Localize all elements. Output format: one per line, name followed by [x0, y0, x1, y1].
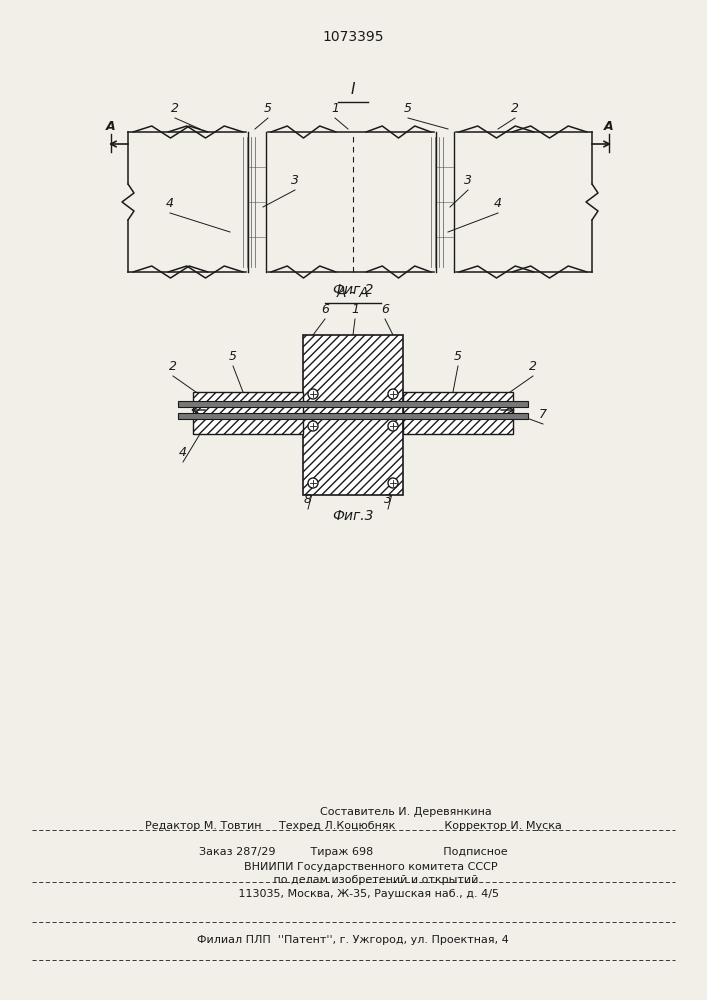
Bar: [178, 401, 528, 407]
Text: Фиг.2: Фиг.2: [332, 283, 374, 297]
Text: 2: 2: [511, 102, 519, 115]
Text: 1: 1: [351, 303, 359, 316]
Text: 1073395: 1073395: [322, 30, 384, 44]
Circle shape: [388, 389, 398, 399]
Text: 3: 3: [291, 174, 299, 187]
Text: Заказ 287/29          Тираж 698                    Подписное: Заказ 287/29 Тираж 698 Подписное: [199, 847, 508, 857]
Text: 5: 5: [229, 350, 237, 363]
Circle shape: [308, 421, 318, 431]
Text: 4: 4: [166, 197, 174, 210]
Text: 2: 2: [171, 102, 179, 115]
Text: 4: 4: [179, 446, 187, 459]
Circle shape: [308, 389, 318, 399]
Text: по делам изобретений и открытий: по делам изобретений и открытий: [228, 875, 478, 885]
Text: 2: 2: [529, 360, 537, 373]
Bar: [178, 413, 528, 419]
Bar: [193, 392, 303, 434]
Text: 2: 2: [169, 360, 177, 373]
Text: 1: 1: [331, 102, 339, 115]
Text: 7: 7: [539, 408, 547, 421]
Text: 8: 8: [304, 493, 312, 506]
Text: ВНИИПИ Государственного комитета СССР: ВНИИПИ Государственного комитета СССР: [209, 862, 497, 872]
Text: 6: 6: [321, 303, 329, 316]
Text: 113035, Москва, Ж-35, Раушская наб., д. 4/5: 113035, Москва, Ж-35, Раушская наб., д. …: [207, 889, 499, 899]
Text: A: A: [106, 120, 116, 133]
Text: 6: 6: [381, 303, 389, 316]
Text: 3: 3: [384, 493, 392, 506]
Circle shape: [388, 478, 398, 488]
Text: Составитель И. Деревянкина: Составитель И. Деревянкина: [215, 807, 491, 817]
Text: 5: 5: [454, 350, 462, 363]
Text: Фиг.3: Фиг.3: [332, 509, 374, 523]
Text: A: A: [604, 120, 614, 133]
Circle shape: [388, 421, 398, 431]
Text: I: I: [351, 82, 355, 97]
Circle shape: [308, 478, 318, 488]
Text: 4: 4: [494, 197, 502, 210]
Text: A - A: A - A: [337, 286, 369, 300]
Text: 5: 5: [264, 102, 272, 115]
Text: Редактор М. Товтин     Техред Л.Коцюбняк              Корректор И. Муска: Редактор М. Товтин Техред Л.Коцюбняк Кор…: [144, 821, 561, 831]
Text: Филиал ПЛП  ''Патент'', г. Ужгород, ул. Проектная, 4: Филиал ПЛП ''Патент'', г. Ужгород, ул. П…: [197, 935, 509, 945]
Text: 3: 3: [464, 174, 472, 187]
Bar: [303, 335, 403, 495]
Text: 5: 5: [404, 102, 412, 115]
Bar: [403, 392, 513, 434]
